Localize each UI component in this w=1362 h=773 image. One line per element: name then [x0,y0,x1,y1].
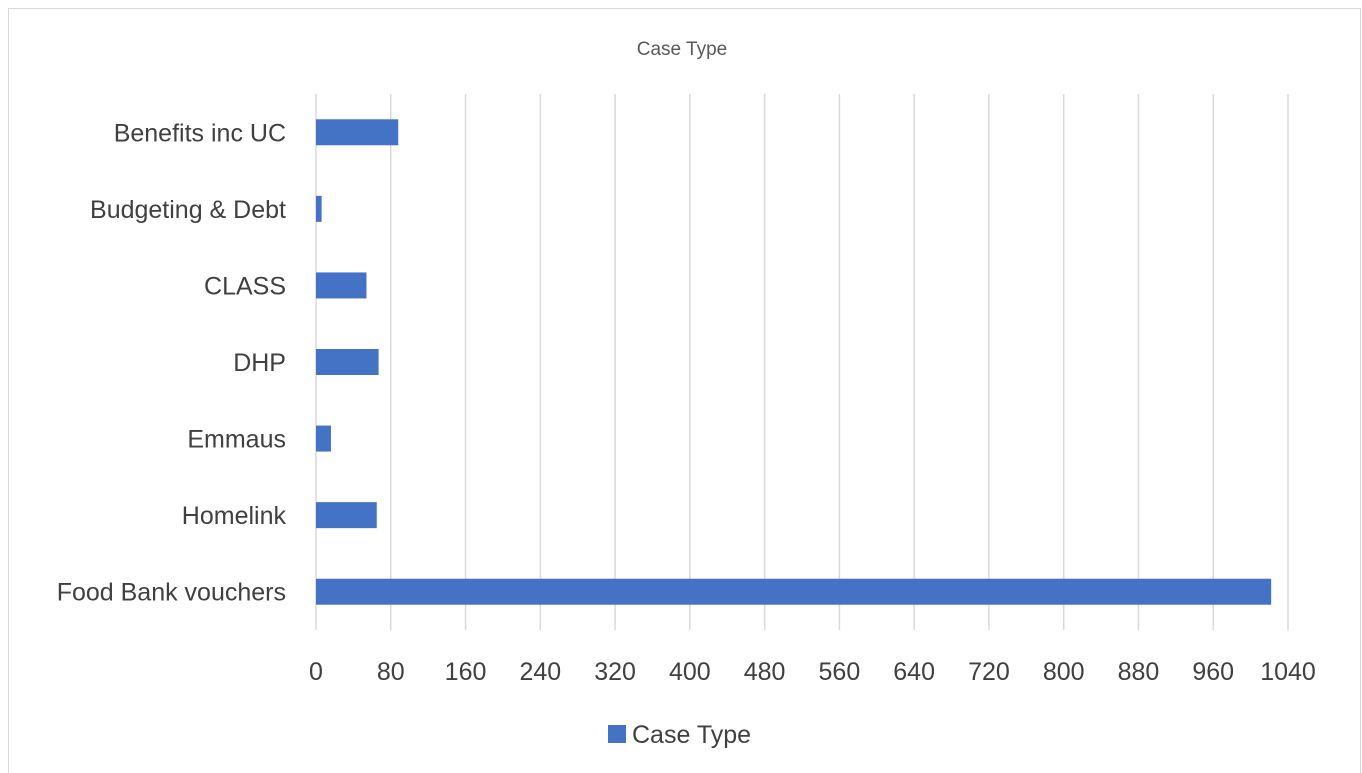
category-label: CLASS [204,272,286,300]
gridlines [315,94,1289,630]
legend-swatch [608,725,626,743]
bar [316,272,367,299]
x-tick-label: 80 [377,658,405,686]
x-tick-label: 640 [893,658,935,686]
x-tick-label: 240 [519,658,561,686]
x-tick-label: 1040 [1260,658,1316,686]
bar [316,349,379,375]
category-label: DHP [233,349,286,377]
bar [316,425,331,452]
bar [316,502,377,529]
x-axis-ticks: 0 80 160 240 320 400 480 560 640 720 800 880 960 1040 [309,658,1316,686]
category-label: Food Bank vouchers [57,579,286,607]
x-tick-label: 0 [309,658,323,686]
category-label: Emmaus [187,426,286,454]
bar [316,578,1272,605]
x-tick-label: 800 [1043,658,1085,686]
bars [316,119,1272,605]
category-label: Homelink [182,502,287,530]
x-tick-label: 960 [1192,658,1234,686]
chart-title: Case Type [637,39,727,60]
x-tick-label: 160 [445,658,487,686]
category-labels: Benefits inc UC Budgeting & Debt CLASS DHP E… [57,119,287,606]
x-tick-label: 560 [819,658,861,686]
x-tick-label: 400 [669,658,711,686]
legend-label: Case Type [632,721,751,749]
legend: Case Type [608,721,751,749]
x-tick-label: 320 [594,658,636,686]
category-label: Budgeting & Debt [90,196,286,224]
x-tick-label: 880 [1118,658,1160,686]
bar [316,195,322,222]
bar [316,119,399,146]
x-tick-label: 480 [744,658,786,686]
category-label: Benefits inc UC [114,119,286,147]
chart-frame [8,8,1361,773]
x-tick-label: 720 [968,658,1010,686]
